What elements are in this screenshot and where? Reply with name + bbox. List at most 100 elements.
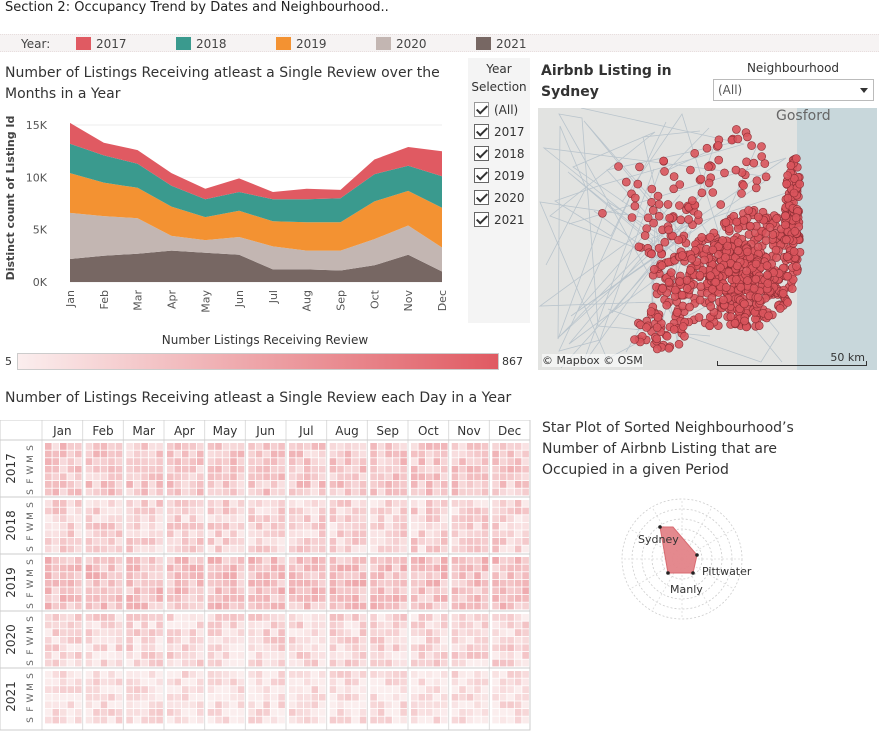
calendar-day-cell [255, 557, 263, 564]
calendar-day-cell [411, 671, 418, 678]
calendar-day-cell [215, 686, 222, 693]
calendar-day-cell [156, 465, 163, 473]
calendar-day-cell [52, 693, 60, 701]
listing-dot [664, 277, 674, 287]
calendar-day-cell [441, 515, 448, 522]
calendar-day-cell [207, 507, 215, 515]
year-option-2017[interactable]: 2017 [474, 124, 525, 139]
calendar-day-cell [115, 678, 123, 686]
calendar-day-cell [237, 557, 245, 564]
checkbox-checked[interactable] [474, 168, 489, 183]
calendar-day-cell [278, 481, 285, 488]
neighbourhood-dropdown[interactable]: (All) [713, 79, 874, 101]
radar-vertex [691, 571, 695, 575]
calendar-day-cell [481, 644, 489, 652]
legend-item-2020[interactable]: 2020 [376, 37, 427, 51]
calendar-day-cell [522, 678, 529, 686]
calendar-day-cell [189, 572, 197, 579]
calendar-day-cell [197, 595, 204, 602]
area-series-2020[interactable] [70, 212, 442, 272]
legend-item-2018[interactable]: 2018 [176, 37, 227, 51]
area-series-2019[interactable] [70, 173, 442, 251]
calendar-day-cell [60, 488, 67, 496]
calendar-day-cell [148, 659, 156, 667]
area-series-2021[interactable] [70, 250, 442, 282]
map-attribution[interactable]: © Mapbox © OSM [542, 354, 643, 367]
calendar-day-cell [329, 602, 337, 610]
checkbox-checked[interactable] [474, 190, 489, 205]
year-option-2018[interactable]: 2018 [474, 146, 525, 161]
calendar-day-cell [418, 659, 426, 667]
calendar-day-cell [93, 686, 100, 693]
calendar-day-cell [263, 572, 270, 579]
area-series-2017[interactable] [70, 122, 442, 200]
checkbox-checked[interactable] [474, 146, 489, 161]
calendar-day-cell [344, 481, 352, 488]
calendar-day-cell [359, 602, 367, 610]
calendar-day-cell [115, 652, 123, 659]
calendar-day-cell [344, 652, 352, 659]
listing-dot [747, 141, 756, 150]
calendar-day-cell [75, 709, 82, 716]
calendar-day-cell [400, 465, 407, 473]
year-option-all[interactable]: (All) [474, 102, 518, 117]
calendar-day-cell [304, 522, 311, 530]
listing-dot [687, 254, 696, 263]
checkbox-checked[interactable] [474, 124, 489, 139]
area-series-2018[interactable] [70, 143, 442, 223]
calendar-day-cell [215, 678, 222, 686]
calendar-day-cell [466, 602, 474, 610]
calendar-day-cell [230, 701, 237, 709]
neighbourhood-filter-label: Neighbourhood [746, 61, 840, 75]
weekday-label: S [26, 616, 36, 622]
year-option-2020[interactable]: 2020 [474, 190, 525, 205]
chevron-down-icon[interactable] [860, 88, 868, 93]
sydney-listing-map[interactable]: Gosford © Mapbox © OSM 50 km [538, 108, 877, 370]
calendar-day-cell [400, 500, 407, 507]
legend-item-2021[interactable]: 2021 [476, 37, 527, 51]
calendar-day-cell [499, 515, 507, 522]
legend-item-2019[interactable]: 2019 [276, 37, 327, 51]
listing-dot [663, 200, 673, 209]
calendar-day-cell [93, 621, 100, 629]
calendar-day-cell [400, 545, 407, 553]
calendar-day-cell [459, 572, 466, 579]
year-option-2021[interactable]: 2021 [474, 212, 525, 227]
calendar-day-cell [255, 644, 263, 652]
calendar-day-cell [255, 564, 263, 572]
checkbox-checked[interactable] [474, 212, 489, 227]
radar-polygon[interactable] [659, 526, 698, 574]
listing-dot [791, 154, 801, 163]
calendar-day-cell [459, 488, 466, 496]
section-title: Section 2: Occupancy Trend by Dates and … [5, 0, 389, 15]
calendar-day-cell [359, 481, 367, 488]
calendar-day-cell [189, 465, 197, 473]
legend-item-2017[interactable]: 2017 [76, 37, 127, 51]
calendar-day-cell [248, 465, 255, 473]
calendar-day-cell [433, 450, 441, 458]
daily-review-calendar-heatmap[interactable]: Jan Feb Mar Apr May Jun Jul Aug Sep Oct Nov Dec2017… [0, 420, 532, 732]
checkbox[interactable] [474, 102, 489, 117]
calendar-day-cell [222, 644, 230, 652]
calendar-day-cell [507, 538, 514, 545]
calendar-day-cell [133, 564, 141, 572]
calendar-day-cell [278, 557, 285, 564]
calendar-day-cell [126, 621, 133, 629]
calendar-day-cell [133, 595, 141, 602]
calendar-day-cell [255, 686, 263, 693]
year-option-2019[interactable]: 2019 [474, 168, 525, 183]
weekday-label: W [26, 465, 36, 474]
calendar-day-cell [296, 564, 304, 572]
calendar-day-cell [222, 458, 230, 465]
calendar-day-cell [207, 678, 215, 686]
calendar-day-cell [304, 465, 311, 473]
calendar-day-cell [392, 602, 400, 610]
calendar-day-cell [182, 693, 189, 701]
calendar-day-cell [197, 500, 204, 507]
calendar-day-cell [215, 557, 222, 564]
calendar-day-cell [182, 621, 189, 629]
calendar-day-cell [411, 465, 418, 473]
listing-dot [771, 245, 781, 255]
